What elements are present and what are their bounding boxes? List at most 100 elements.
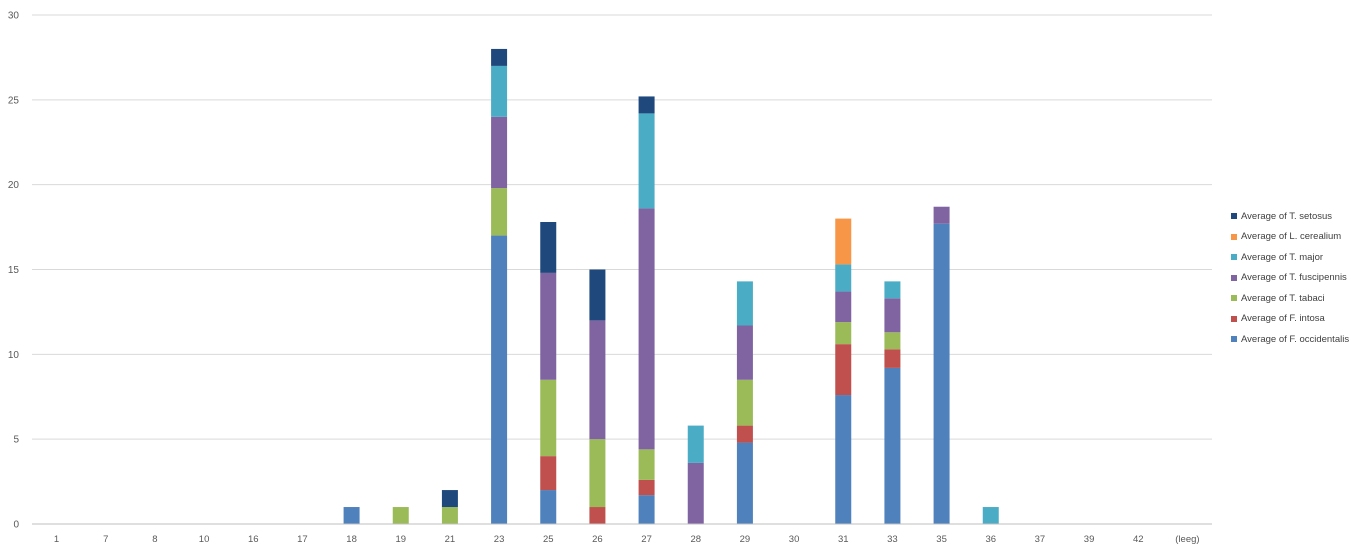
x-tick-label: 21 <box>445 534 456 545</box>
bar-segment <box>638 495 655 524</box>
bar-segment <box>884 298 901 333</box>
x-tick-label: 16 <box>248 534 259 545</box>
y-tick-label: 25 <box>8 95 20 106</box>
legend-swatch <box>1231 295 1237 302</box>
y-axis: 0 5 10 15 20 25 30 <box>8 11 20 531</box>
bar-segment <box>589 269 606 321</box>
x-tick-label: 19 <box>395 534 406 545</box>
bar-segment <box>835 264 852 292</box>
legend-swatch <box>1231 254 1237 261</box>
bar-segment <box>638 449 655 480</box>
legend-item: Average of T. setosus <box>1231 206 1361 227</box>
x-tick-label: 23 <box>494 534 505 545</box>
y-tick-label: 15 <box>8 265 20 276</box>
bar-segment <box>441 507 458 524</box>
y-tick-label: 10 <box>8 350 20 361</box>
x-tick-label: 18 <box>346 534 357 545</box>
y-tick-label: 20 <box>8 180 20 191</box>
bar-segment <box>540 272 557 380</box>
x-tick-label: 17 <box>297 534 308 545</box>
bar-segment <box>491 65 508 117</box>
x-tick-label: 27 <box>641 534 652 545</box>
bar-segment <box>687 425 704 463</box>
legend-label: Average of F. occidentalis <box>1241 333 1350 345</box>
x-tick-label: 1 <box>54 534 59 545</box>
bar-segment <box>540 490 557 524</box>
bar-segment <box>687 462 704 524</box>
x-tick-label: (leeg) <box>1175 534 1199 545</box>
x-tick-label: 28 <box>690 534 701 545</box>
bar-segment <box>638 208 655 450</box>
legend-item: Average of L. cerealium <box>1231 227 1361 248</box>
bar-segment <box>589 507 606 524</box>
y-tick-label: 30 <box>8 11 20 22</box>
legend-swatch <box>1231 213 1237 220</box>
bars <box>343 48 999 525</box>
legend-item: Average of F. occidentalis <box>1231 329 1361 350</box>
bar-segment <box>540 379 557 457</box>
legend-swatch <box>1231 233 1237 240</box>
bar-segment <box>589 439 606 508</box>
legend-label: Average of T. tabaci <box>1241 292 1325 304</box>
y-tick-label: 0 <box>13 520 19 531</box>
x-tick-label: 29 <box>740 534 751 545</box>
bar-segment <box>982 507 999 524</box>
legend-label: Average of T. setosus <box>1241 210 1333 222</box>
legend-label: Average of T. fuscipennis <box>1241 272 1347 284</box>
x-tick-label: 39 <box>1084 534 1095 545</box>
x-tick-label: 10 <box>199 534 210 545</box>
legend-label: Average of T. major <box>1241 251 1324 263</box>
y-tick-label: 5 <box>13 435 19 446</box>
x-tick-label: 31 <box>838 534 849 545</box>
bar-segment <box>638 113 655 209</box>
bar-segment <box>491 188 508 236</box>
bar-segment <box>491 235 508 525</box>
bar-segment <box>933 206 950 224</box>
bar-segment <box>884 332 901 350</box>
bar-segment <box>835 395 852 524</box>
bar-segment <box>835 291 852 323</box>
x-axis: 1 7 8 10 16 17 18 19 21 23 25 26 27 28 29 30 31 33 35 36 37 3… <box>32 523 1212 545</box>
bar-segment <box>835 322 852 345</box>
x-tick-label: 7 <box>103 534 108 545</box>
x-tick-label: 8 <box>152 534 157 545</box>
bar-segment <box>638 479 655 496</box>
bar-segment <box>884 367 901 524</box>
x-tick-label: 33 <box>887 534 898 545</box>
x-tick-label: 42 <box>1133 534 1144 545</box>
bar-segment <box>491 48 508 66</box>
bar-segment <box>884 349 901 368</box>
legend-swatch <box>1231 336 1237 343</box>
bar-segment <box>736 425 753 443</box>
bar-segment <box>540 221 557 273</box>
bar-segment <box>491 116 508 189</box>
bar-segment <box>736 442 753 524</box>
bar-segment <box>392 507 409 524</box>
bar-segment <box>589 320 606 440</box>
legend-item: Average of T. tabaci <box>1231 288 1361 309</box>
legend-swatch <box>1231 315 1237 322</box>
legend-item: Average of T. major <box>1231 247 1361 268</box>
bar-segment <box>343 507 360 524</box>
x-tick-label: 26 <box>592 534 603 545</box>
legend-item: Average of T. fuscipennis <box>1231 268 1361 289</box>
bar-segment <box>884 281 901 299</box>
gridlines <box>32 14 1212 440</box>
x-tick-label: 25 <box>543 534 554 545</box>
bar-segment <box>835 344 852 396</box>
bar-segment <box>638 96 655 114</box>
x-tick-label: 30 <box>789 534 800 545</box>
bar-segment <box>736 281 753 326</box>
bar-segment <box>736 379 753 426</box>
bar-segment <box>736 325 753 380</box>
legend-item: Average of F. intosa <box>1231 309 1361 330</box>
legend-swatch <box>1231 274 1237 281</box>
bar-segment <box>540 456 557 491</box>
bar-segment <box>835 218 852 265</box>
x-tick-label: 37 <box>1035 534 1046 545</box>
legend-label: Average of L. cerealium <box>1241 231 1342 243</box>
x-tick-label: 36 <box>985 534 996 545</box>
bar-segment <box>933 223 950 524</box>
